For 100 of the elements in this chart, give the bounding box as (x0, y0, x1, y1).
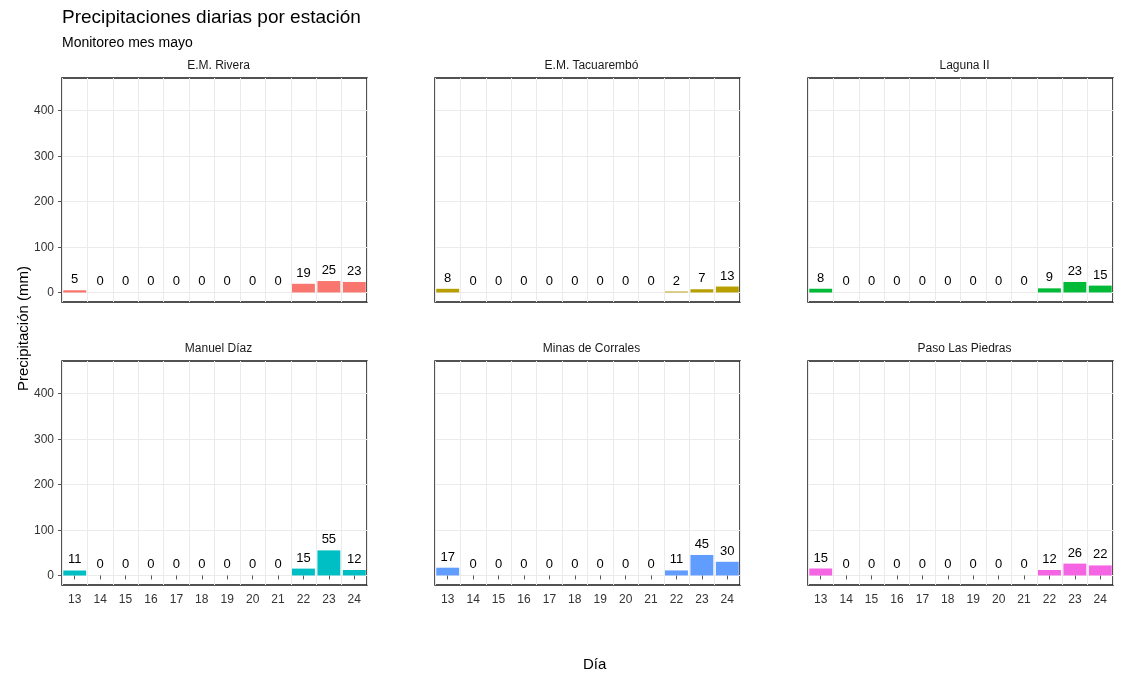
data-label: 0 (96, 556, 104, 572)
x-tick-label: 20 (245, 592, 260, 606)
data-label: 17 (440, 548, 455, 564)
data-label: 0 (647, 556, 655, 572)
data-label: 0 (1020, 556, 1028, 572)
data-label: 0 (172, 556, 180, 572)
bar (665, 570, 688, 576)
data-label: 0 (223, 273, 231, 289)
x-tick-label: 21 (1017, 592, 1032, 606)
data-label: 0 (1020, 273, 1028, 289)
data-label: 0 (198, 556, 206, 572)
data-label: 55 (321, 531, 337, 547)
x-tick-label: 20 (618, 592, 633, 606)
data-label: 9 (1045, 269, 1054, 285)
x-tick-label: 21 (271, 592, 286, 606)
data-label: 23 (347, 262, 362, 278)
data-label: 0 (842, 273, 850, 289)
data-label: 0 (545, 556, 553, 572)
data-label: 0 (274, 556, 282, 572)
data-label: 0 (969, 556, 977, 572)
x-tick-label: 18 (195, 592, 209, 606)
bar (63, 570, 87, 576)
data-label: 0 (121, 556, 130, 572)
x-tick-label: 20 (991, 592, 1006, 606)
y-tick-label: 300 (33, 431, 55, 446)
x-tick-label: 19 (966, 592, 981, 606)
data-label: 0 (469, 273, 477, 289)
data-label: 0 (520, 273, 528, 289)
data-label: 15 (1093, 266, 1108, 282)
data-label: 19 (296, 264, 311, 280)
data-label: 11 (67, 551, 82, 567)
x-tick-label: 22 (296, 592, 311, 606)
data-label: 0 (172, 273, 180, 289)
data-label: 0 (571, 273, 579, 289)
data-label: 0 (249, 556, 257, 572)
bar (1038, 288, 1061, 293)
data-label: 0 (571, 556, 579, 572)
data-label: 0 (842, 556, 850, 572)
data-label: 0 (893, 556, 901, 572)
data-label: 0 (274, 273, 282, 289)
x-tick-label: 23 (322, 592, 336, 606)
x-tick-label: 13 (441, 592, 455, 606)
x-tick-label: 22 (669, 592, 684, 606)
data-label: 0 (520, 556, 528, 572)
data-label: 0 (969, 273, 977, 289)
y-tick-label: 0 (47, 568, 55, 583)
x-tick-label: 24 (347, 592, 362, 606)
data-label: 15 (813, 549, 828, 565)
bar (1063, 281, 1087, 293)
bar (1063, 563, 1087, 576)
data-label: 8 (444, 269, 452, 285)
data-label: 12 (347, 550, 362, 566)
x-tick-label: 18 (568, 592, 582, 606)
text: Precipitaciones diarias por estación (62, 6, 361, 28)
data-label: 0 (918, 556, 926, 572)
data-label: 45 (694, 535, 710, 551)
x-tick-label: 15 (118, 592, 133, 606)
data-label: 0 (96, 273, 104, 289)
data-label: 13 (720, 267, 735, 283)
x-tick-label: 24 (1093, 592, 1108, 606)
data-label: 2 (672, 272, 681, 288)
data-label: 0 (995, 273, 1003, 289)
bar (436, 567, 460, 576)
data-label: 0 (596, 273, 604, 289)
x-tick-label: 14 (466, 592, 481, 606)
x-tick-label: 23 (1068, 592, 1082, 606)
bar (317, 550, 341, 576)
data-label: 0 (622, 273, 630, 289)
y-tick-label: 200 (33, 194, 55, 209)
text: Monitoreo mes mayo (62, 34, 193, 50)
x-tick-label: 18 (941, 592, 955, 606)
x-tick-label: 17 (542, 592, 557, 606)
x-tick-label: 15 (491, 592, 506, 606)
data-label: 0 (147, 273, 155, 289)
data-label: 0 (494, 273, 503, 289)
bar (715, 561, 739, 576)
x-tick-label: 17 (915, 592, 930, 606)
data-label: 23 (1067, 262, 1083, 278)
chart-title: Laguna II (939, 58, 990, 72)
chart-title: Minas de Corrales (542, 341, 641, 355)
data-label: 0 (596, 556, 604, 572)
data-label: 0 (249, 273, 257, 289)
x-tick-label: 22 (1042, 592, 1057, 606)
x-tick-label: 21 (644, 592, 659, 606)
y-tick-label: 100 (33, 239, 55, 254)
x-tick-label: 16 (517, 592, 531, 606)
data-label: 0 (494, 556, 503, 572)
x-tick-label: 16 (890, 592, 904, 606)
data-label: 0 (918, 273, 926, 289)
bar (342, 569, 366, 576)
x-tick-label: 16 (144, 592, 158, 606)
data-label: 0 (469, 556, 477, 572)
data-label: 0 (867, 273, 876, 289)
data-label: 0 (944, 556, 952, 572)
data-label: 0 (622, 556, 630, 572)
data-label: 0 (944, 273, 952, 289)
x-tick-label: 14 (93, 592, 108, 606)
data-label: 0 (545, 273, 553, 289)
y-tick-label: 200 (33, 477, 55, 492)
data-label: 26 (1067, 544, 1083, 560)
